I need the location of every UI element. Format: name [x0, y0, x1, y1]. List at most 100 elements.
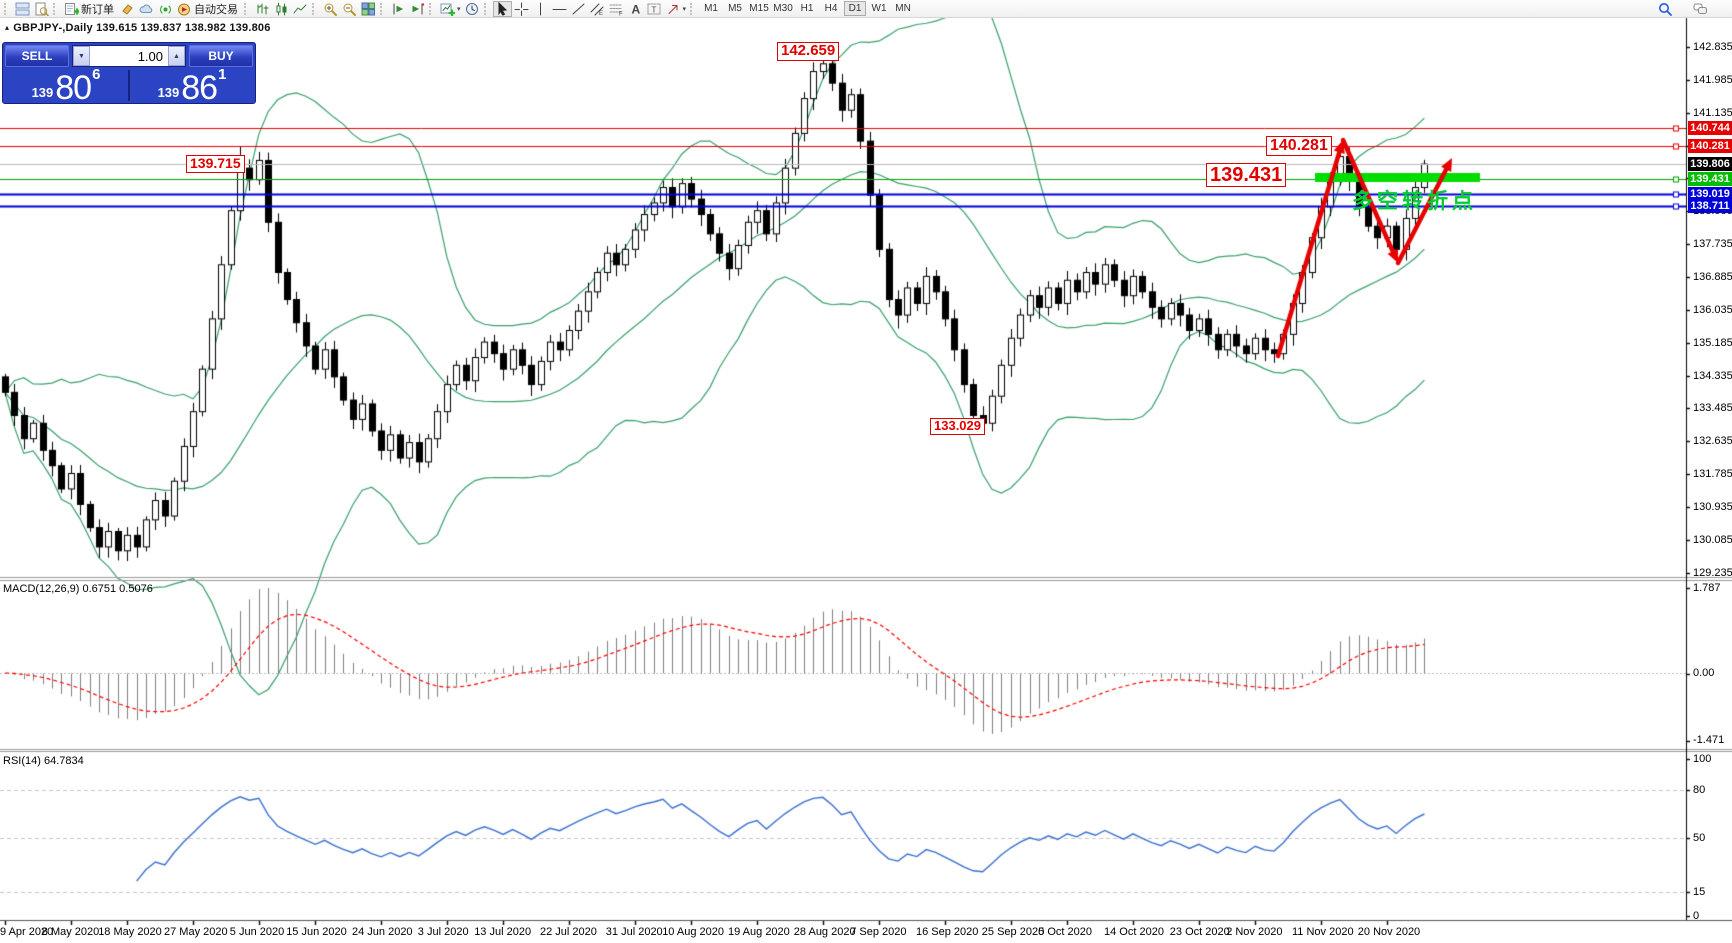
date-axis-label: 5 Oct 2020: [1038, 926, 1093, 938]
cloud-icon[interactable]: [137, 1, 156, 17]
cursor-icon[interactable]: [492, 0, 512, 17]
right-group: [1656, 1, 1710, 17]
vertical-line-icon[interactable]: [531, 1, 550, 17]
date-axis-label: 18 May 2020: [98, 926, 162, 938]
date-axis-label: 22 Jul 2020: [540, 926, 597, 938]
price-tag: 139.019: [1688, 187, 1732, 202]
arrows-icon[interactable]: [664, 1, 683, 17]
bar-chart-icon[interactable]: [253, 1, 272, 17]
volume-input[interactable]: [90, 46, 168, 66]
macd-axis-label: 0.00: [1693, 666, 1715, 679]
auto-scroll-icon[interactable]: [389, 1, 408, 17]
toolbar-grip: [429, 2, 434, 15]
price-axis-label: 141.135: [1693, 106, 1732, 119]
sell-price-prefix: 139: [31, 85, 54, 100]
price-axis-label: 136.885: [1693, 270, 1732, 283]
zoom-in-icon[interactable]: [321, 1, 340, 17]
chat-icon[interactable]: [1691, 1, 1710, 17]
price-axis-label: 137.735: [1693, 238, 1732, 251]
text-icon[interactable]: A: [626, 1, 645, 17]
search-icon[interactable]: [1656, 1, 1675, 17]
new-chart-icon[interactable]: [438, 1, 457, 17]
date-axis-label: 24 Jun 2020: [352, 926, 413, 938]
timeframe-button-W1[interactable]: W1: [871, 3, 887, 14]
svg-text:T: T: [651, 5, 656, 14]
new-order-icon[interactable]: [62, 1, 81, 17]
fibonacci-icon[interactable]: F: [607, 1, 626, 17]
macd-indicator-label: MACD(12,26,9) 0.6751 0.5076: [3, 583, 153, 595]
price-annotation-label: 139.715: [186, 155, 245, 173]
line-chart-icon[interactable]: [291, 1, 310, 17]
price-axis-label: 141.985: [1693, 73, 1732, 86]
volume-control: ▼ ▲: [72, 45, 186, 67]
buy-price-sup: 1: [218, 66, 227, 83]
symbol-ohlc-text: GBPJPY-,Daily 139.615 139.837 138.982 13…: [13, 22, 271, 34]
tile-windows-icon[interactable]: [359, 1, 378, 17]
arrows-icon-caret[interactable]: ▾: [682, 5, 687, 13]
date-axis-label: 3 Jul 2020: [417, 926, 469, 938]
eraser-icon[interactable]: [118, 1, 137, 17]
print-preview-icon[interactable]: [32, 1, 51, 17]
label-icon[interactable]: T: [645, 1, 664, 17]
price-annotation-label: 139.431: [1206, 163, 1287, 188]
svg-text:E: E: [599, 11, 603, 16]
rsi-axis-label: 80: [1693, 784, 1706, 797]
date-axis-label: 25 Sep 2020: [981, 926, 1045, 938]
price-annotation-label: 142.659: [777, 42, 840, 61]
toolbar: 新订单 自动交易 ▾ E F A T ▾ M1 M5 M15 M30 H1 H4 D1 W1 MN: [0, 0, 1732, 18]
chart-shift-icon[interactable]: [408, 1, 427, 17]
sell-button[interactable]: SELL: [5, 45, 69, 67]
timeframe-button-M15[interactable]: M15: [749, 3, 769, 14]
buy-price-prefix: 139: [157, 85, 180, 100]
date-axis-label: 27 May 2020: [164, 926, 228, 938]
charts-grid-icon[interactable]: [13, 1, 32, 17]
volume-increase-button[interactable]: ▲: [168, 46, 185, 66]
autotrade-icon[interactable]: [175, 1, 194, 17]
new-order-icon-label[interactable]: 新订单: [81, 3, 114, 16]
toolbar-grip: [690, 2, 695, 15]
autotrade-icon-label[interactable]: 自动交易: [194, 3, 238, 16]
symbol-marker-icon: ▴: [5, 23, 10, 32]
price-annotation-label: 140.281: [1266, 136, 1332, 156]
price-axis-label: 129.235: [1693, 566, 1732, 579]
toolbar-grip: [312, 2, 317, 15]
horizontal-line-icon[interactable]: [550, 1, 569, 17]
clock-icon[interactable]: [463, 1, 482, 17]
volume-decrease-button[interactable]: ▼: [73, 46, 90, 66]
price-axis-label: 130.935: [1693, 500, 1732, 513]
timeframe-button-D1[interactable]: D1: [844, 1, 867, 16]
crosshair-icon[interactable]: [512, 1, 531, 17]
price-tag: 140.744: [1688, 120, 1732, 135]
buy-price-main: 86: [181, 69, 218, 107]
toolbar-grip: [53, 2, 58, 15]
channel-icon[interactable]: E: [588, 1, 607, 17]
date-axis-label: 11 Nov 2020: [1292, 926, 1354, 938]
zoom-out-icon[interactable]: [340, 1, 359, 17]
new-chart-icon-caret[interactable]: ▾: [457, 5, 461, 13]
date-axis-label: 2 Nov 2020: [1226, 926, 1283, 938]
price-axis-label: 131.785: [1693, 468, 1732, 481]
signal-icon[interactable]: [156, 1, 175, 17]
candlestick-icon[interactable]: [272, 1, 291, 17]
timeframe-button-M30[interactable]: M30: [773, 3, 793, 14]
buy-button[interactable]: BUY: [189, 45, 253, 67]
rsi-axis-label: 50: [1693, 831, 1706, 844]
symbol-info-line: ▴ GBPJPY-,Daily 139.615 139.837 138.982 1…: [5, 22, 271, 34]
toolbar-grip: [483, 2, 489, 15]
buy-price: 139 86 1: [131, 66, 253, 107]
timeframe-button-H1[interactable]: H1: [800, 3, 814, 14]
trend-note-text: 多空转折点: [1352, 190, 1477, 213]
timeframe-button-MN[interactable]: MN: [895, 3, 911, 14]
timeframe-button-H4[interactable]: H4: [824, 3, 838, 14]
sell-price-sup: 6: [92, 66, 101, 83]
price-annotation-label: 133.029: [930, 418, 985, 435]
date-axis-label: 8 May 2020: [41, 926, 100, 938]
macd-axis-label: 1.787: [1693, 582, 1721, 594]
timeframe-button-M1[interactable]: M1: [704, 3, 718, 14]
trendline-icon[interactable]: [569, 1, 588, 17]
date-axis-label: 14 Oct 2020: [1104, 926, 1164, 938]
timeframe-button-M5[interactable]: M5: [728, 3, 742, 14]
toolbar-grip: [380, 2, 385, 15]
